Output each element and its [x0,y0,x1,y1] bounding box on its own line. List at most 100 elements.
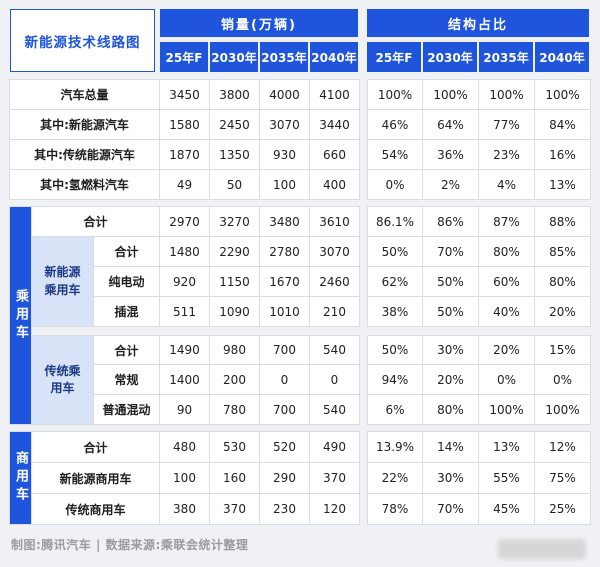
row-label: 汽车总量 [10,80,160,110]
sales-cell: 370 [310,463,360,494]
share-cell: 86.1% [367,207,423,237]
sales-cell: 100 [160,463,210,494]
sales-cell: 100 [260,170,310,200]
share-cell: 100% [479,395,535,425]
share-cell: 45% [479,494,535,525]
sales-cell: 400 [310,170,360,200]
row-label: 其中:新能源汽车 [10,110,160,140]
row-label: 合计 [32,432,160,463]
sales-cell: 210 [310,297,360,327]
sales-cell: 980 [210,335,260,365]
share-cell: 46% [367,110,423,140]
row-label: 合计 [32,207,160,237]
row-label: 插混 [94,297,160,327]
share-cell: 86% [423,207,479,237]
share-cell: 30% [423,463,479,494]
share-cell: 16% [535,140,591,170]
sales-cell: 3610 [310,207,360,237]
share-cell: 70% [423,494,479,525]
share-cell: 12% [535,432,591,463]
sales-cell: 1150 [210,267,260,297]
share-cell: 100% [479,80,535,110]
share-cell: 50% [423,267,479,297]
sales-cell: 3270 [210,207,260,237]
sales-cell: 700 [260,335,310,365]
commercial-section: 商用车 合计 480 530 520 490 13.9% 14% 13% 12%… [9,431,591,525]
share-cell: 87% [479,207,535,237]
share-cell: 30% [423,335,479,365]
passenger-section: 乘用车 合计 2970 3270 3480 3610 86.1% 86% 87%… [9,206,591,425]
share-cell: 55% [479,463,535,494]
sales-cell: 480 [160,432,210,463]
share-cell: 50% [423,297,479,327]
row-label: 其中:传统能源汽车 [10,140,160,170]
sales-cell: 3070 [260,110,310,140]
sales-cell: 49 [160,170,210,200]
sales-cell: 1580 [160,110,210,140]
share-cell: 40% [479,297,535,327]
share-cell: 78% [367,494,423,525]
sales-cell: 3450 [160,80,210,110]
sales-cell: 200 [210,365,260,395]
share-cell: 4% [479,170,535,200]
row-label: 合计 [94,237,160,267]
share-cell: 50% [367,237,423,267]
sales-cell: 90 [160,395,210,425]
year-header: 2035年 [479,42,533,72]
share-cell: 20% [423,365,479,395]
table-header: 新能源技术线路图 销量(万辆) 结构占比 25年F 2030年 2035年 20… [9,8,591,73]
share-cell: 15% [535,335,591,365]
share-cell: 80% [423,395,479,425]
subgroup-label-trad-passenger: 传统乘用车 [32,335,94,425]
share-cell: 60% [479,267,535,297]
share-cell: 100% [423,80,479,110]
share-cell: 80% [479,237,535,267]
share-cell: 38% [367,297,423,327]
share-cell: 23% [479,140,535,170]
passenger-group-label: 乘用车 [10,207,32,425]
share-cell: 80% [535,267,591,297]
year-header: 2035年 [260,42,308,72]
share-cell: 36% [423,140,479,170]
share-cell: 94% [367,365,423,395]
sales-cell: 1870 [160,140,210,170]
column-gap [360,206,367,425]
watermark [498,539,586,559]
share-cell: 62% [367,267,423,297]
share-cell: 0% [479,365,535,395]
sales-cell: 1400 [160,365,210,395]
sales-cell: 160 [210,463,260,494]
share-cell: 0% [367,170,423,200]
sales-cell: 1480 [160,237,210,267]
share-cell: 13% [479,432,535,463]
commercial-group-label: 商用车 [10,432,32,525]
year-header: 2030年 [423,42,477,72]
share-cell: 100% [367,80,423,110]
share-cell: 54% [367,140,423,170]
sales-cell: 3440 [310,110,360,140]
sales-cell: 930 [260,140,310,170]
sales-cell: 1490 [160,335,210,365]
sales-cell: 2450 [210,110,260,140]
sales-cell: 1090 [210,297,260,327]
share-cell: 100% [535,395,591,425]
row-label: 合计 [94,335,160,365]
sales-cell: 50 [210,170,260,200]
row-label: 其中:氢燃料汽车 [10,170,160,200]
share-cell: 84% [535,110,591,140]
share-group-header: 结构占比 [367,9,589,37]
sales-cell: 290 [260,463,310,494]
column-gap [360,79,367,200]
row-label: 新能源商用车 [32,463,160,494]
row-label: 普通混动 [94,395,160,425]
year-header: 25年F [367,42,421,72]
sales-group-header: 销量(万辆) [160,9,358,37]
sales-cell: 511 [160,297,210,327]
share-cell: 25% [535,494,591,525]
sales-cell: 1010 [260,297,310,327]
year-header: 2040年 [535,42,589,72]
share-cell: 2% [423,170,479,200]
sales-cell: 2460 [310,267,360,297]
year-header: 2040年 [310,42,358,72]
sales-cell: 3800 [210,80,260,110]
